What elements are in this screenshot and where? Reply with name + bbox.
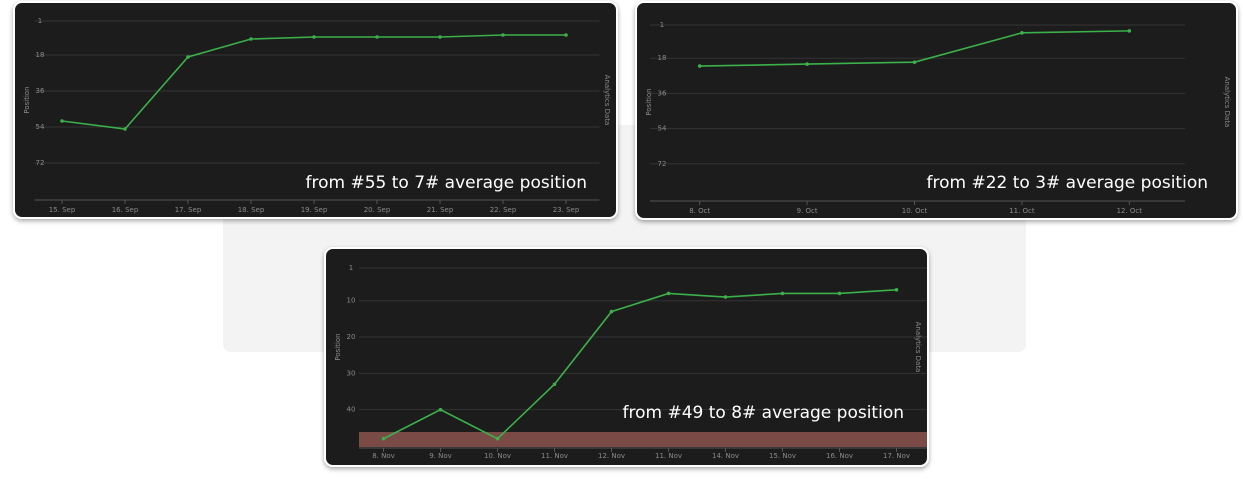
data-point: [609, 309, 614, 314]
y-tick-label: 54: [36, 123, 45, 131]
data-point: [438, 407, 443, 412]
data-point: [837, 291, 842, 296]
right-axis-title: Analytics Data: [1223, 77, 1231, 128]
x-tick-label: 8. Nov: [372, 452, 395, 460]
x-tick-label: 11. Nov: [541, 452, 568, 460]
annotation: from #22 to 3# average position: [926, 173, 1208, 193]
panel-frame: [635, 1, 1238, 220]
data-point: [564, 33, 568, 37]
x-tick-label: 11. Nov: [655, 452, 682, 460]
data-point: [381, 436, 386, 441]
x-tick-label: 9. Oct: [797, 207, 818, 215]
y-axis-title: Position: [23, 86, 31, 113]
x-tick-label: 19. Sep: [301, 206, 328, 214]
y-tick-label: 1: [38, 17, 42, 25]
y-axis-title: Position: [645, 88, 653, 115]
y-tick-label: 1: [660, 21, 664, 29]
y-tick-label: 72: [36, 159, 45, 167]
x-tick-label: 18. Sep: [238, 206, 265, 214]
y-tick-label: 54: [658, 125, 667, 133]
y-tick-label: 1: [349, 264, 353, 272]
right-axis-title: Analytics Data: [914, 322, 922, 373]
data-point: [501, 33, 505, 37]
data-point: [666, 291, 671, 296]
x-tick-label: 11. Oct: [1009, 207, 1035, 215]
panel-frame: [13, 1, 618, 219]
y-tick-label: 72: [658, 160, 667, 168]
data-point: [438, 35, 442, 39]
x-tick-label: 14. Nov: [712, 452, 739, 460]
y-tick-label: 10: [347, 297, 356, 305]
data-point: [375, 35, 379, 39]
x-tick-label: 15. Sep: [49, 206, 76, 214]
x-tick-label: 9. Nov: [429, 452, 452, 460]
chart-panel: 1 10 20 30 40 Position Analytics Data 8. Nov 9. …: [324, 247, 929, 467]
data-point: [60, 119, 64, 123]
data-point: [312, 35, 316, 39]
x-tick-label: 12. Oct: [1117, 207, 1143, 215]
data-point: [1127, 29, 1132, 33]
data-point: [495, 436, 500, 441]
y-tick-label: 18: [658, 54, 667, 62]
data-point: [552, 382, 557, 387]
data-point: [123, 127, 127, 131]
y-tick-label: 30: [347, 369, 356, 377]
data-line: [383, 288, 897, 440]
x-tick-label: 20. Sep: [364, 206, 391, 214]
x-tick-label: 12. Nov: [598, 452, 625, 460]
x-tick-label: 17. Sep: [175, 206, 202, 214]
highlight-band: [359, 432, 927, 447]
x-tick-label: 16. Sep: [112, 206, 139, 214]
y-tick-label: 18: [36, 51, 45, 59]
x-tick-label: 23. Sep: [553, 206, 580, 214]
data-point: [805, 62, 809, 66]
data-point: [1020, 31, 1024, 35]
x-tick-label: 22. Sep: [490, 206, 517, 214]
data-point: [780, 291, 785, 296]
y-tick-label: 40: [347, 406, 356, 414]
data-point: [912, 60, 917, 64]
chart-panel: 1 18 36 54 72 Position Analytics Data 8. Oct 9. …: [635, 1, 1238, 220]
right-axis-title: Analytics Data: [603, 75, 611, 126]
x-tick-label: 16. Nov: [826, 452, 853, 460]
x-tick-label: 21. Sep: [427, 206, 454, 214]
x-tick-label: 15. Nov: [769, 452, 796, 460]
annotation: from #49 to 8# average position: [622, 403, 904, 423]
data-point: [723, 295, 728, 299]
x-tick-label: 10. Oct: [902, 207, 928, 215]
data-point: [249, 37, 253, 41]
data-point: [894, 287, 899, 292]
y-axis-title: Position: [334, 333, 342, 360]
chart-panel: 1 18 36 54 72 Position Analytics Data 15. Sep 16…: [13, 1, 618, 219]
panel-frame: [324, 247, 929, 467]
y-tick-label: 36: [658, 89, 667, 97]
x-tick-label: 10. Nov: [484, 452, 511, 460]
annotation: from #55 to 7# average position: [305, 173, 587, 193]
y-tick-label: 36: [36, 87, 45, 95]
data-point: [186, 55, 190, 59]
x-tick-label: 8. Oct: [689, 207, 710, 215]
x-tick-label: 17. Nov: [883, 452, 910, 460]
y-tick-label: 20: [347, 333, 356, 341]
data-point: [697, 64, 702, 68]
